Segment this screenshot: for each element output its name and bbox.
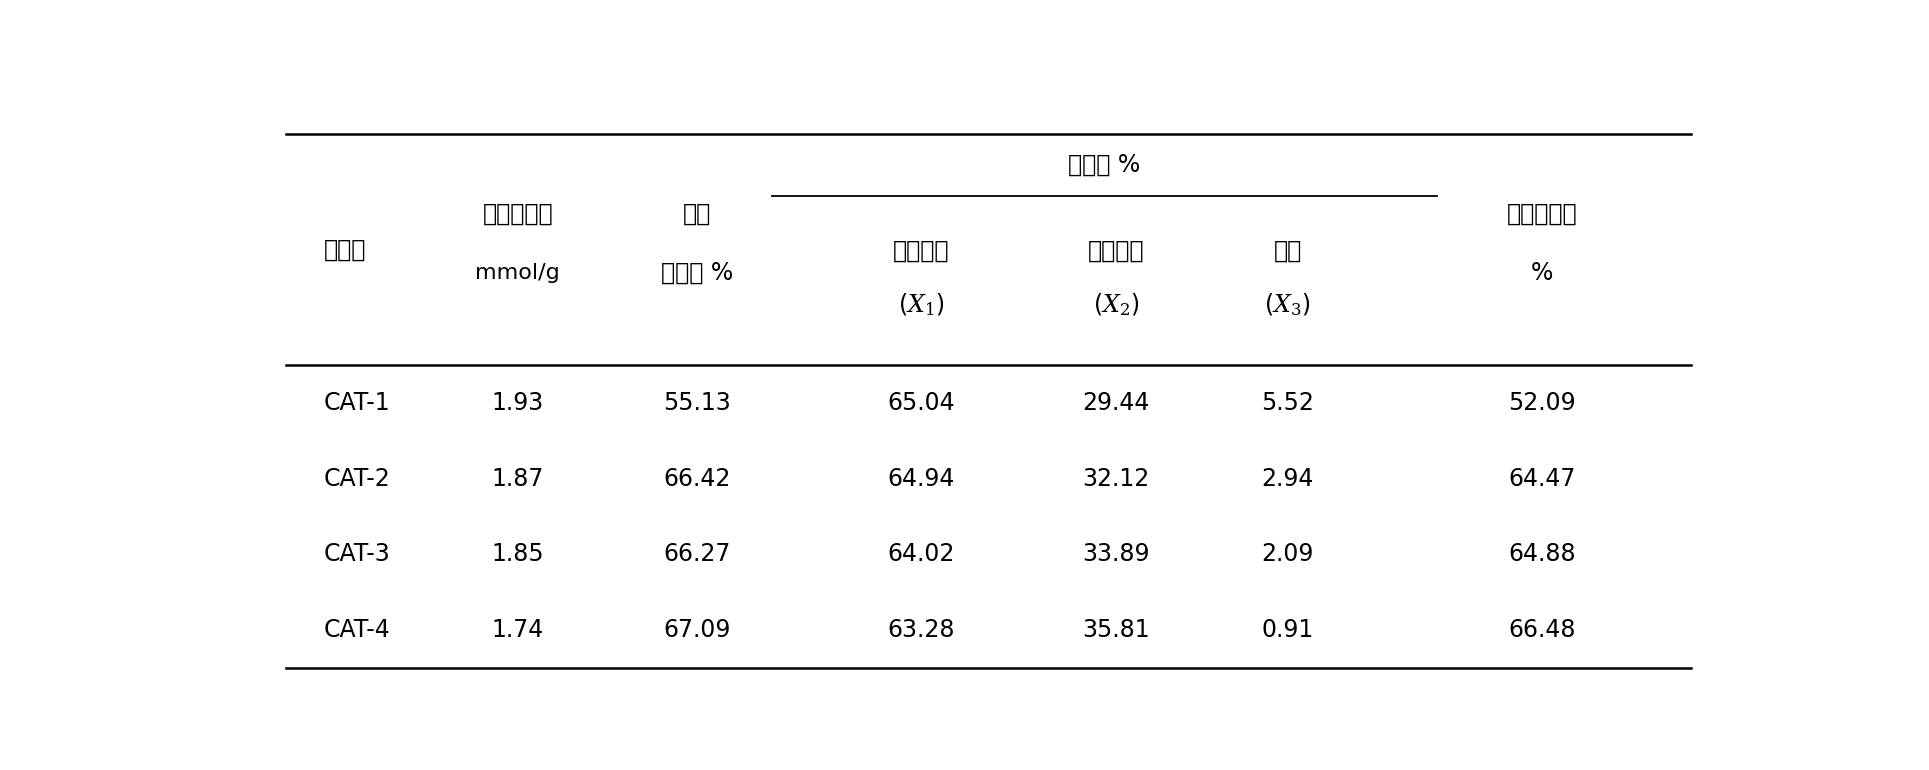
Text: ($X_2$): ($X_2$) <box>1092 291 1138 318</box>
Text: 64.47: 64.47 <box>1508 467 1576 490</box>
Text: 1.87: 1.87 <box>492 467 544 490</box>
Text: CAT-1: CAT-1 <box>324 391 390 415</box>
Text: 66.42: 66.42 <box>664 467 731 490</box>
Text: 32.12: 32.12 <box>1082 467 1150 490</box>
Text: 1.93: 1.93 <box>492 391 544 415</box>
Text: 64.88: 64.88 <box>1508 542 1576 566</box>
Text: 64.94: 64.94 <box>887 467 955 490</box>
Text: 29.44: 29.44 <box>1082 391 1150 415</box>
Text: 1.85: 1.85 <box>492 542 544 566</box>
Text: 0.91: 0.91 <box>1262 618 1314 641</box>
Text: 2.09: 2.09 <box>1262 542 1314 566</box>
Text: 65.04: 65.04 <box>887 391 955 415</box>
Text: 2.94: 2.94 <box>1262 467 1314 490</box>
Text: 选择性 %: 选择性 % <box>1069 153 1140 177</box>
Text: 邻苯二酚: 邻苯二酚 <box>893 239 949 263</box>
Text: 35.81: 35.81 <box>1082 618 1150 641</box>
Text: 苯酚: 苯酚 <box>683 202 712 226</box>
Text: 苯二酚收率: 苯二酚收率 <box>1507 202 1578 226</box>
Text: 催化剂酸量: 催化剂酸量 <box>482 202 554 226</box>
Text: 5.52: 5.52 <box>1262 391 1314 415</box>
Text: 33.89: 33.89 <box>1082 542 1150 566</box>
Text: CAT-4: CAT-4 <box>324 618 390 641</box>
Text: 63.28: 63.28 <box>887 618 955 641</box>
Text: mmol/g: mmol/g <box>475 263 559 283</box>
Text: 67.09: 67.09 <box>664 618 731 641</box>
Text: 转化率 %: 转化率 % <box>662 261 733 285</box>
Text: 焦油: 焦油 <box>1273 239 1302 263</box>
Text: 55.13: 55.13 <box>664 391 731 415</box>
Text: 66.48: 66.48 <box>1508 618 1576 641</box>
Text: 64.02: 64.02 <box>887 542 955 566</box>
Text: 催化剂: 催化剂 <box>324 237 367 262</box>
Text: 52.09: 52.09 <box>1508 391 1576 415</box>
Text: CAT-3: CAT-3 <box>324 542 390 566</box>
Text: 1.74: 1.74 <box>492 618 544 641</box>
Text: %: % <box>1530 261 1553 285</box>
Text: ($X_1$): ($X_1$) <box>899 291 945 318</box>
Text: 66.27: 66.27 <box>664 542 731 566</box>
Text: 对苯二酚: 对苯二酚 <box>1088 239 1144 263</box>
Text: CAT-2: CAT-2 <box>324 467 390 490</box>
Text: ($X_3$): ($X_3$) <box>1263 291 1312 318</box>
